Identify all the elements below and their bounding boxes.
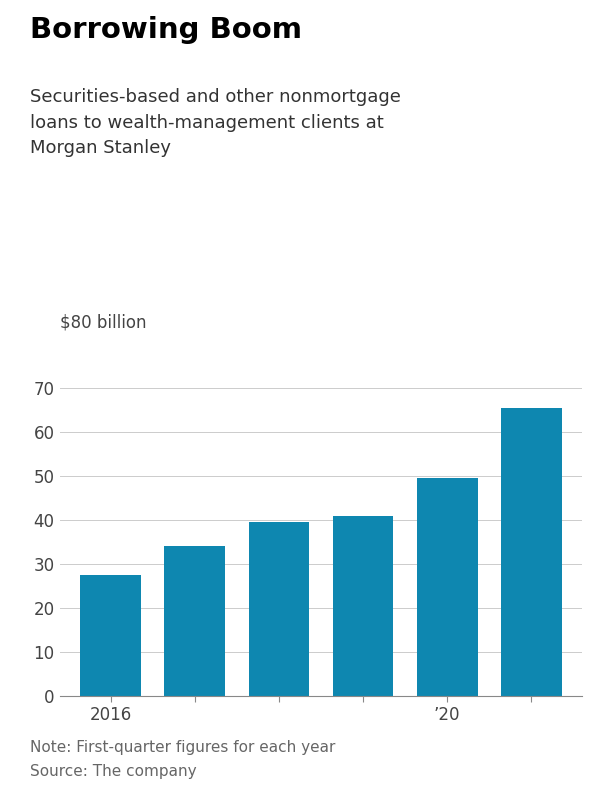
Text: Note: First-quarter figures for each year: Note: First-quarter figures for each yea… <box>30 740 335 755</box>
Text: $80 billion: $80 billion <box>60 314 146 332</box>
Text: Source: The company: Source: The company <box>30 764 197 779</box>
Bar <box>248 522 309 696</box>
Bar <box>417 478 478 696</box>
Bar <box>80 575 141 696</box>
Text: Securities-based and other nonmortgage
loans to wealth-management clients at
Mor: Securities-based and other nonmortgage l… <box>30 88 401 158</box>
Bar <box>333 515 394 696</box>
Bar <box>164 546 225 696</box>
Text: Borrowing Boom: Borrowing Boom <box>30 16 302 44</box>
Bar <box>501 408 562 696</box>
